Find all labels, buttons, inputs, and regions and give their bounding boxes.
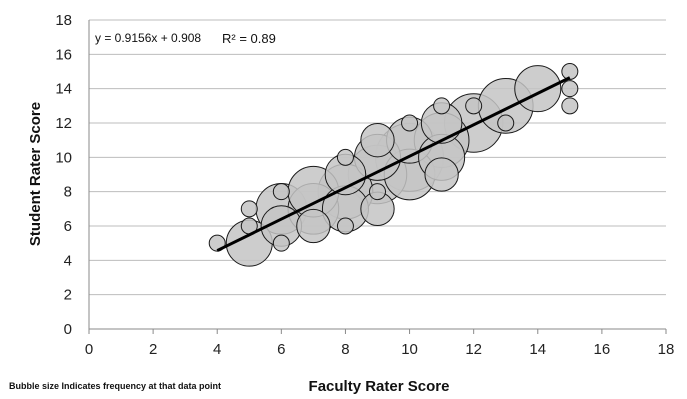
data-bubble bbox=[561, 80, 579, 98]
data-bubble bbox=[336, 217, 354, 235]
y-tick-label: 8 bbox=[64, 184, 72, 201]
data-bubble bbox=[561, 63, 579, 80]
data-bubble bbox=[369, 183, 386, 201]
x-tick-label: 14 bbox=[529, 341, 546, 358]
y-tick-label: 18 bbox=[55, 12, 72, 29]
x-tick-label: 6 bbox=[277, 341, 285, 358]
data-bubble bbox=[465, 97, 483, 115]
data-bubble bbox=[360, 123, 395, 158]
x-tick-label: 4 bbox=[213, 341, 221, 358]
data-bubble bbox=[336, 148, 354, 166]
data-bubble bbox=[561, 97, 579, 115]
trendline-layer bbox=[216, 76, 571, 252]
y-tick-label: 6 bbox=[64, 218, 72, 235]
x-tick-label: 10 bbox=[401, 341, 418, 358]
data-bubble bbox=[433, 97, 451, 115]
y-tick-label: 10 bbox=[55, 149, 72, 166]
data-bubble bbox=[240, 200, 258, 218]
x-tick-label: 16 bbox=[594, 341, 611, 358]
y-tick-label: 0 bbox=[64, 321, 72, 338]
data-bubble bbox=[272, 234, 290, 252]
tick-labels: 0 2 4 6 8 10 12 14 16 18 0 2 4 6 8 10 12 14 16 18 bbox=[55, 12, 674, 358]
x-tick-label: 18 bbox=[658, 341, 675, 358]
bubbles bbox=[208, 63, 579, 267]
y-tick-label: 2 bbox=[64, 287, 72, 304]
y-tick-label: 4 bbox=[64, 252, 72, 269]
y-axis-title: Student Rater Score bbox=[27, 102, 44, 246]
trendline bbox=[216, 76, 571, 252]
x-tick-label: 0 bbox=[85, 341, 93, 358]
bubble-size-note: Bubble size Indicates frequency at that … bbox=[9, 381, 221, 391]
r-squared-label: R² = 0.89 bbox=[222, 31, 276, 46]
data-bubble bbox=[424, 157, 459, 192]
trendline-equation: y = 0.9156x + 0.908 bbox=[95, 31, 201, 45]
y-tick-label: 12 bbox=[55, 115, 72, 132]
x-axis-title: Faculty Rater Score bbox=[309, 378, 450, 394]
data-bubble bbox=[272, 183, 290, 201]
y-tick-label: 14 bbox=[55, 81, 72, 98]
data-bubble bbox=[401, 114, 419, 132]
axes bbox=[88, 20, 667, 334]
data-bubble bbox=[514, 65, 562, 113]
y-tick-label: 16 bbox=[55, 46, 72, 63]
x-tick-label: 2 bbox=[149, 341, 157, 358]
data-bubble bbox=[296, 208, 331, 244]
x-tick-label: 8 bbox=[341, 341, 349, 358]
x-tick-label: 12 bbox=[465, 341, 482, 358]
data-bubble bbox=[497, 114, 515, 132]
